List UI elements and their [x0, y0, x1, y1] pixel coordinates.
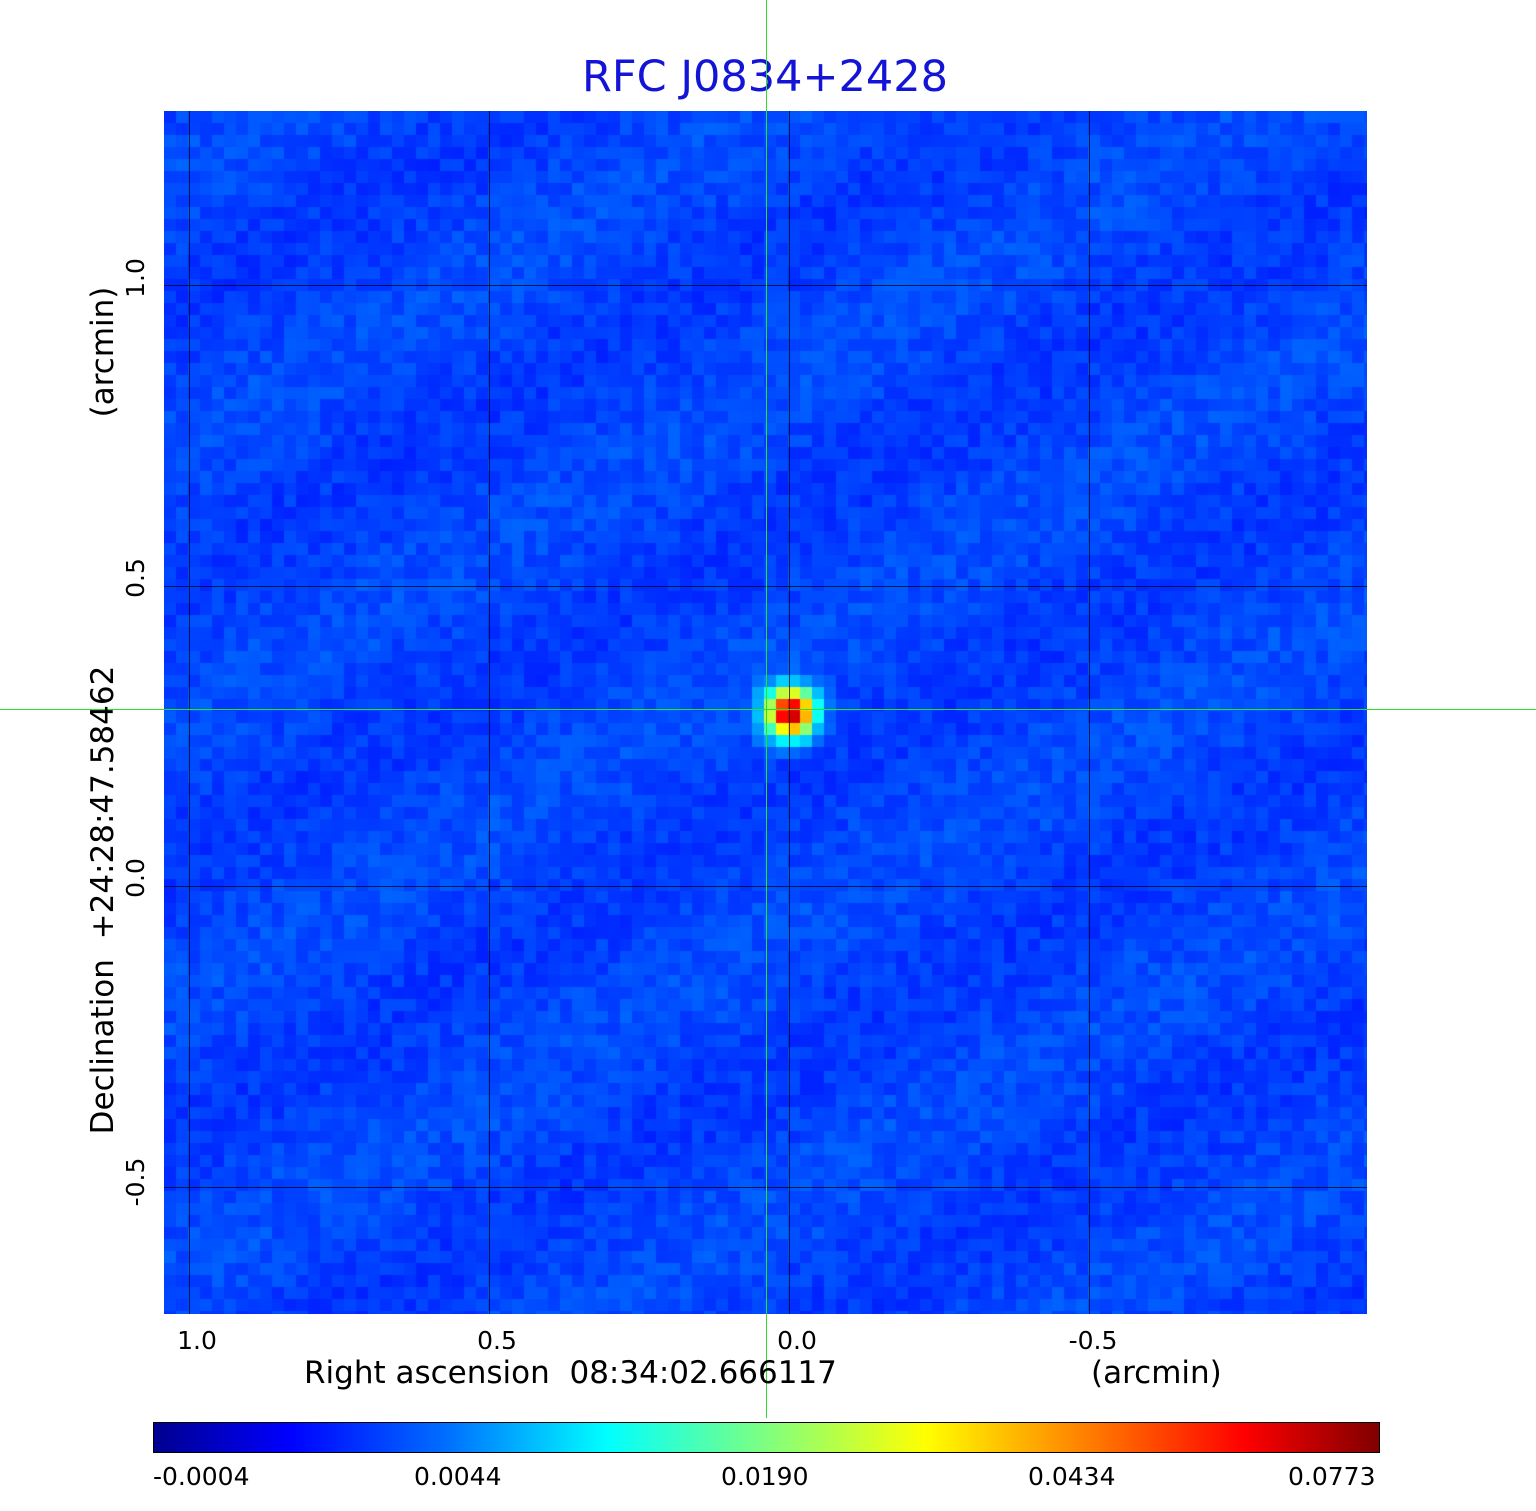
grid-line-y-2 — [164, 586, 1367, 587]
colorbar-tick-label: 0.0434 — [1028, 1462, 1116, 1491]
colorbar-tick-label: 0.0190 — [721, 1462, 809, 1491]
colorbar-tick-label: -0.0004 — [153, 1462, 250, 1491]
y-tick-label: 0.0 — [121, 858, 150, 898]
x-axis-unit: (arcmin) — [1091, 1355, 1222, 1391]
y-tick-label: 1.0 — [121, 258, 150, 298]
colorbar-tick-label: 0.0773 — [1288, 1462, 1376, 1491]
y-tick-label: -0.5 — [121, 1157, 150, 1207]
x-tick-label: 0.0 — [777, 1326, 817, 1355]
colorbar — [153, 1422, 1380, 1453]
x-tick-label: -0.5 — [1068, 1326, 1118, 1355]
colorbar-tick-label: 0.0044 — [414, 1462, 502, 1491]
grid-line-x-3 — [789, 111, 790, 1314]
grid-line-x-1 — [189, 111, 190, 1314]
x-tick-label: 1.0 — [177, 1326, 217, 1355]
x-axis-label: Right ascension 08:34:02.666117 — [304, 1355, 837, 1391]
grid-line-x-4 — [1089, 111, 1090, 1314]
x-tick-label: 0.5 — [477, 1326, 517, 1355]
plot-title: RFC J0834+2428 — [582, 52, 948, 102]
grid-line-y-3 — [164, 886, 1367, 887]
crosshair-horizontal — [0, 709, 1536, 710]
y-axis-label: Declination +24:28:47.58462 — [85, 665, 121, 1135]
radio-image-map — [164, 111, 1367, 1314]
grid-line-y-4 — [164, 1187, 1367, 1188]
grid-line-x-2 — [489, 111, 490, 1314]
y-tick-label: 0.5 — [121, 558, 150, 598]
y-axis-unit: (arcmin) — [85, 286, 121, 418]
grid-line-y-1 — [164, 285, 1367, 286]
